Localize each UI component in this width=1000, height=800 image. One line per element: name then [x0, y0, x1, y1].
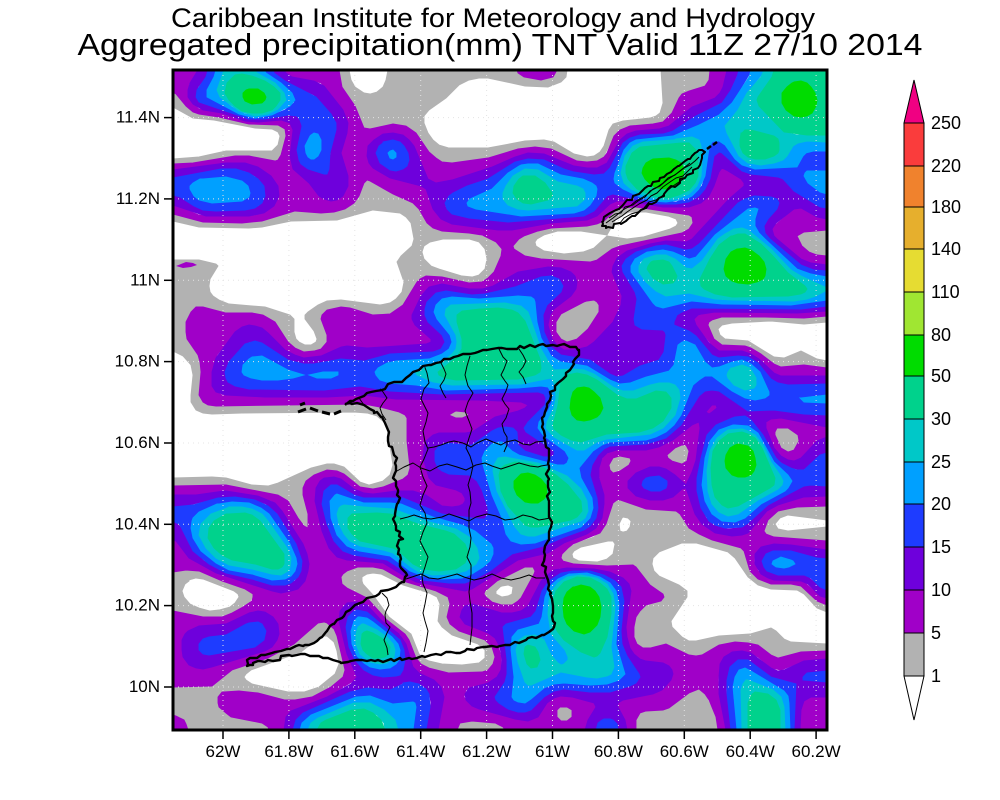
svg-text:1: 1 [931, 666, 941, 686]
svg-text:10.6N: 10.6N [115, 433, 160, 452]
svg-text:10N: 10N [129, 677, 160, 696]
svg-text:5: 5 [931, 623, 941, 643]
svg-text:60.6W: 60.6W [660, 742, 709, 761]
svg-text:61W: 61W [535, 742, 570, 761]
svg-text:140: 140 [931, 239, 961, 259]
svg-text:15: 15 [931, 537, 951, 557]
svg-text:10: 10 [931, 580, 951, 600]
svg-text:Caribbean Institute for Meteor: Caribbean Institute for Meteorology and … [171, 3, 816, 33]
svg-text:220: 220 [931, 156, 961, 176]
svg-text:61.4W: 61.4W [396, 742, 445, 761]
svg-text:62W: 62W [206, 742, 241, 761]
svg-text:250: 250 [931, 113, 961, 133]
svg-text:61.8W: 61.8W [264, 742, 313, 761]
svg-text:11.2N: 11.2N [116, 189, 160, 208]
svg-text:10.8N: 10.8N [115, 352, 160, 371]
svg-text:25: 25 [931, 452, 951, 472]
svg-text:60.2W: 60.2W [792, 742, 841, 761]
svg-text:10.4N: 10.4N [115, 514, 160, 533]
svg-text:110: 110 [931, 282, 960, 302]
svg-text:11.4N: 11.4N [116, 108, 160, 127]
svg-text:11N: 11N [130, 270, 160, 289]
svg-text:80: 80 [931, 325, 951, 345]
svg-text:180: 180 [931, 197, 961, 217]
svg-text:Aggregated precipitation(mm) T: Aggregated precipitation(mm) TNT Valid 1… [78, 27, 923, 62]
svg-text:30: 30 [931, 409, 951, 429]
svg-text:60.4W: 60.4W [726, 742, 775, 761]
svg-text:61.2W: 61.2W [462, 742, 511, 761]
svg-text:60.8W: 60.8W [594, 742, 643, 761]
svg-text:50: 50 [931, 366, 951, 386]
svg-text:10.2N: 10.2N [115, 596, 160, 615]
svg-text:61.6W: 61.6W [330, 742, 379, 761]
svg-text:20: 20 [931, 494, 951, 514]
